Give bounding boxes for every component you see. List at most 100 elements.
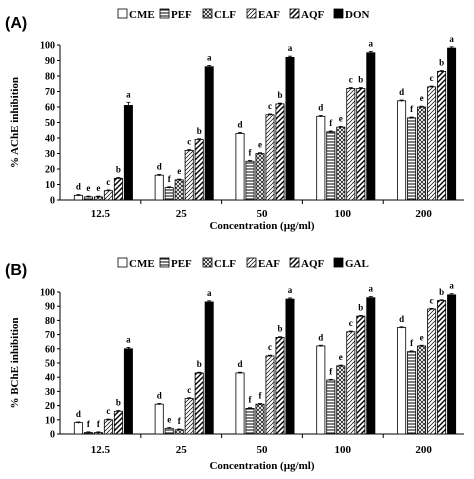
significance-letter: b bbox=[116, 398, 121, 408]
significance-letter: f bbox=[87, 419, 91, 429]
bar-pef bbox=[326, 131, 336, 201]
significance-letter: e bbox=[167, 415, 171, 425]
significance-letter: d bbox=[76, 409, 81, 419]
y-tick-label: 30 bbox=[45, 149, 55, 160]
significance-letter: a bbox=[369, 284, 374, 294]
legend-swatch-don bbox=[333, 8, 344, 19]
significance-letter: e bbox=[339, 113, 343, 123]
bar-cme bbox=[316, 345, 326, 435]
legend-label-clf: CLF bbox=[214, 9, 236, 21]
significance-letter: c bbox=[106, 406, 110, 416]
bar-clf bbox=[255, 403, 265, 435]
significance-letter: b bbox=[277, 90, 282, 100]
significance-letter: c bbox=[430, 73, 434, 83]
x-tick-label: 100 bbox=[335, 444, 352, 456]
bar-cme bbox=[316, 115, 326, 201]
legend-label-don: DON bbox=[345, 9, 370, 21]
bar-gal bbox=[285, 298, 295, 435]
y-tick-label: 20 bbox=[45, 165, 55, 176]
significance-letter: c bbox=[268, 342, 272, 352]
legend-label-aqf: AQF bbox=[301, 9, 325, 21]
y-tick-label: 90 bbox=[45, 302, 55, 313]
significance-letter: f bbox=[249, 395, 253, 405]
y-tick-label: 70 bbox=[45, 87, 55, 98]
bar-pef bbox=[164, 427, 174, 435]
legend-swatch-eaf bbox=[246, 257, 257, 268]
significance-letter: f bbox=[410, 104, 414, 114]
bar-cme bbox=[154, 403, 164, 435]
legend-label-clf: CLF bbox=[214, 258, 236, 270]
significance-letter: a bbox=[126, 334, 131, 344]
significance-letter: f bbox=[178, 416, 182, 426]
bar-clf bbox=[417, 345, 427, 435]
y-tick-label: 100 bbox=[40, 288, 55, 299]
significance-letter: d bbox=[318, 103, 323, 113]
x-tick-label: 50 bbox=[257, 444, 269, 456]
bar-clf bbox=[255, 153, 265, 201]
y-tick-label: 0 bbox=[50, 430, 55, 441]
bar-pef bbox=[407, 117, 417, 201]
x-tick-label: 12.5 bbox=[91, 208, 111, 220]
panel-label: (B) bbox=[5, 262, 27, 279]
bar-gal bbox=[204, 301, 214, 435]
significance-letter: b bbox=[277, 324, 282, 334]
significance-letter: f bbox=[410, 338, 414, 348]
y-tick-label: 50 bbox=[45, 118, 55, 129]
significance-letter: a bbox=[449, 281, 454, 291]
significance-letter: b bbox=[439, 58, 444, 68]
bar-aqf bbox=[356, 88, 366, 201]
legend-swatch-cme bbox=[117, 257, 128, 268]
panel-label: (A) bbox=[5, 15, 27, 32]
y-tick-label: 0 bbox=[50, 196, 55, 207]
legend-label-gal: GAL bbox=[345, 258, 369, 270]
significance-letter: d bbox=[157, 390, 162, 400]
x-tick-label: 25 bbox=[176, 208, 188, 220]
significance-letter: d bbox=[399, 87, 404, 97]
x-tick-label: 25 bbox=[176, 444, 188, 456]
chart-panel-a: (A) CME PEF CLF EAF AQF DON 0 10 20 30 40 50 60 70 80 90… bbox=[5, 8, 464, 232]
bar-clf bbox=[174, 179, 184, 201]
significance-letter: c bbox=[349, 75, 353, 85]
legend-label-eaf: EAF bbox=[258, 9, 280, 21]
legend-swatch-aqf bbox=[289, 257, 300, 268]
bar-pef bbox=[164, 187, 174, 201]
significance-letter: a bbox=[449, 34, 454, 44]
y-tick-label: 20 bbox=[45, 401, 55, 412]
bar-eaf bbox=[427, 86, 437, 201]
bar-don bbox=[123, 105, 133, 201]
significance-letter: f bbox=[329, 366, 333, 376]
bar-cme bbox=[235, 372, 245, 435]
bar-eaf bbox=[103, 190, 113, 201]
significance-letter: c bbox=[349, 318, 353, 328]
significance-letter: f bbox=[97, 419, 101, 429]
bar-eaf bbox=[265, 114, 275, 201]
significance-letter: d bbox=[237, 120, 242, 130]
significance-letter: a bbox=[288, 285, 293, 295]
significance-letter: e bbox=[420, 332, 424, 342]
bar-cme bbox=[154, 174, 164, 201]
significance-letter: e bbox=[96, 183, 100, 193]
significance-letter: f bbox=[259, 390, 263, 400]
bar-eaf bbox=[103, 419, 113, 435]
significance-letter: f bbox=[168, 174, 172, 184]
bar-don bbox=[204, 66, 214, 201]
legend-label-cme: CME bbox=[129, 258, 155, 270]
significance-letter: e bbox=[339, 352, 343, 362]
legend-swatch-clf bbox=[202, 257, 213, 268]
significance-letter: f bbox=[329, 118, 333, 128]
significance-letter: d bbox=[237, 359, 242, 369]
bar-eaf bbox=[346, 88, 356, 201]
significance-letter: c bbox=[187, 385, 191, 395]
y-axis-title: % BChE inhibition bbox=[9, 317, 21, 408]
significance-letter: c bbox=[430, 295, 434, 305]
legend-swatch-pef bbox=[159, 8, 170, 19]
bar-don bbox=[285, 57, 295, 201]
significance-letter: c bbox=[106, 177, 110, 187]
significance-letter: c bbox=[187, 137, 191, 147]
y-tick-label: 50 bbox=[45, 359, 55, 370]
bar-eaf bbox=[184, 149, 194, 201]
x-tick-label: 200 bbox=[415, 444, 432, 456]
legend-swatch-eaf bbox=[246, 8, 257, 19]
significance-letter: e bbox=[177, 166, 181, 176]
